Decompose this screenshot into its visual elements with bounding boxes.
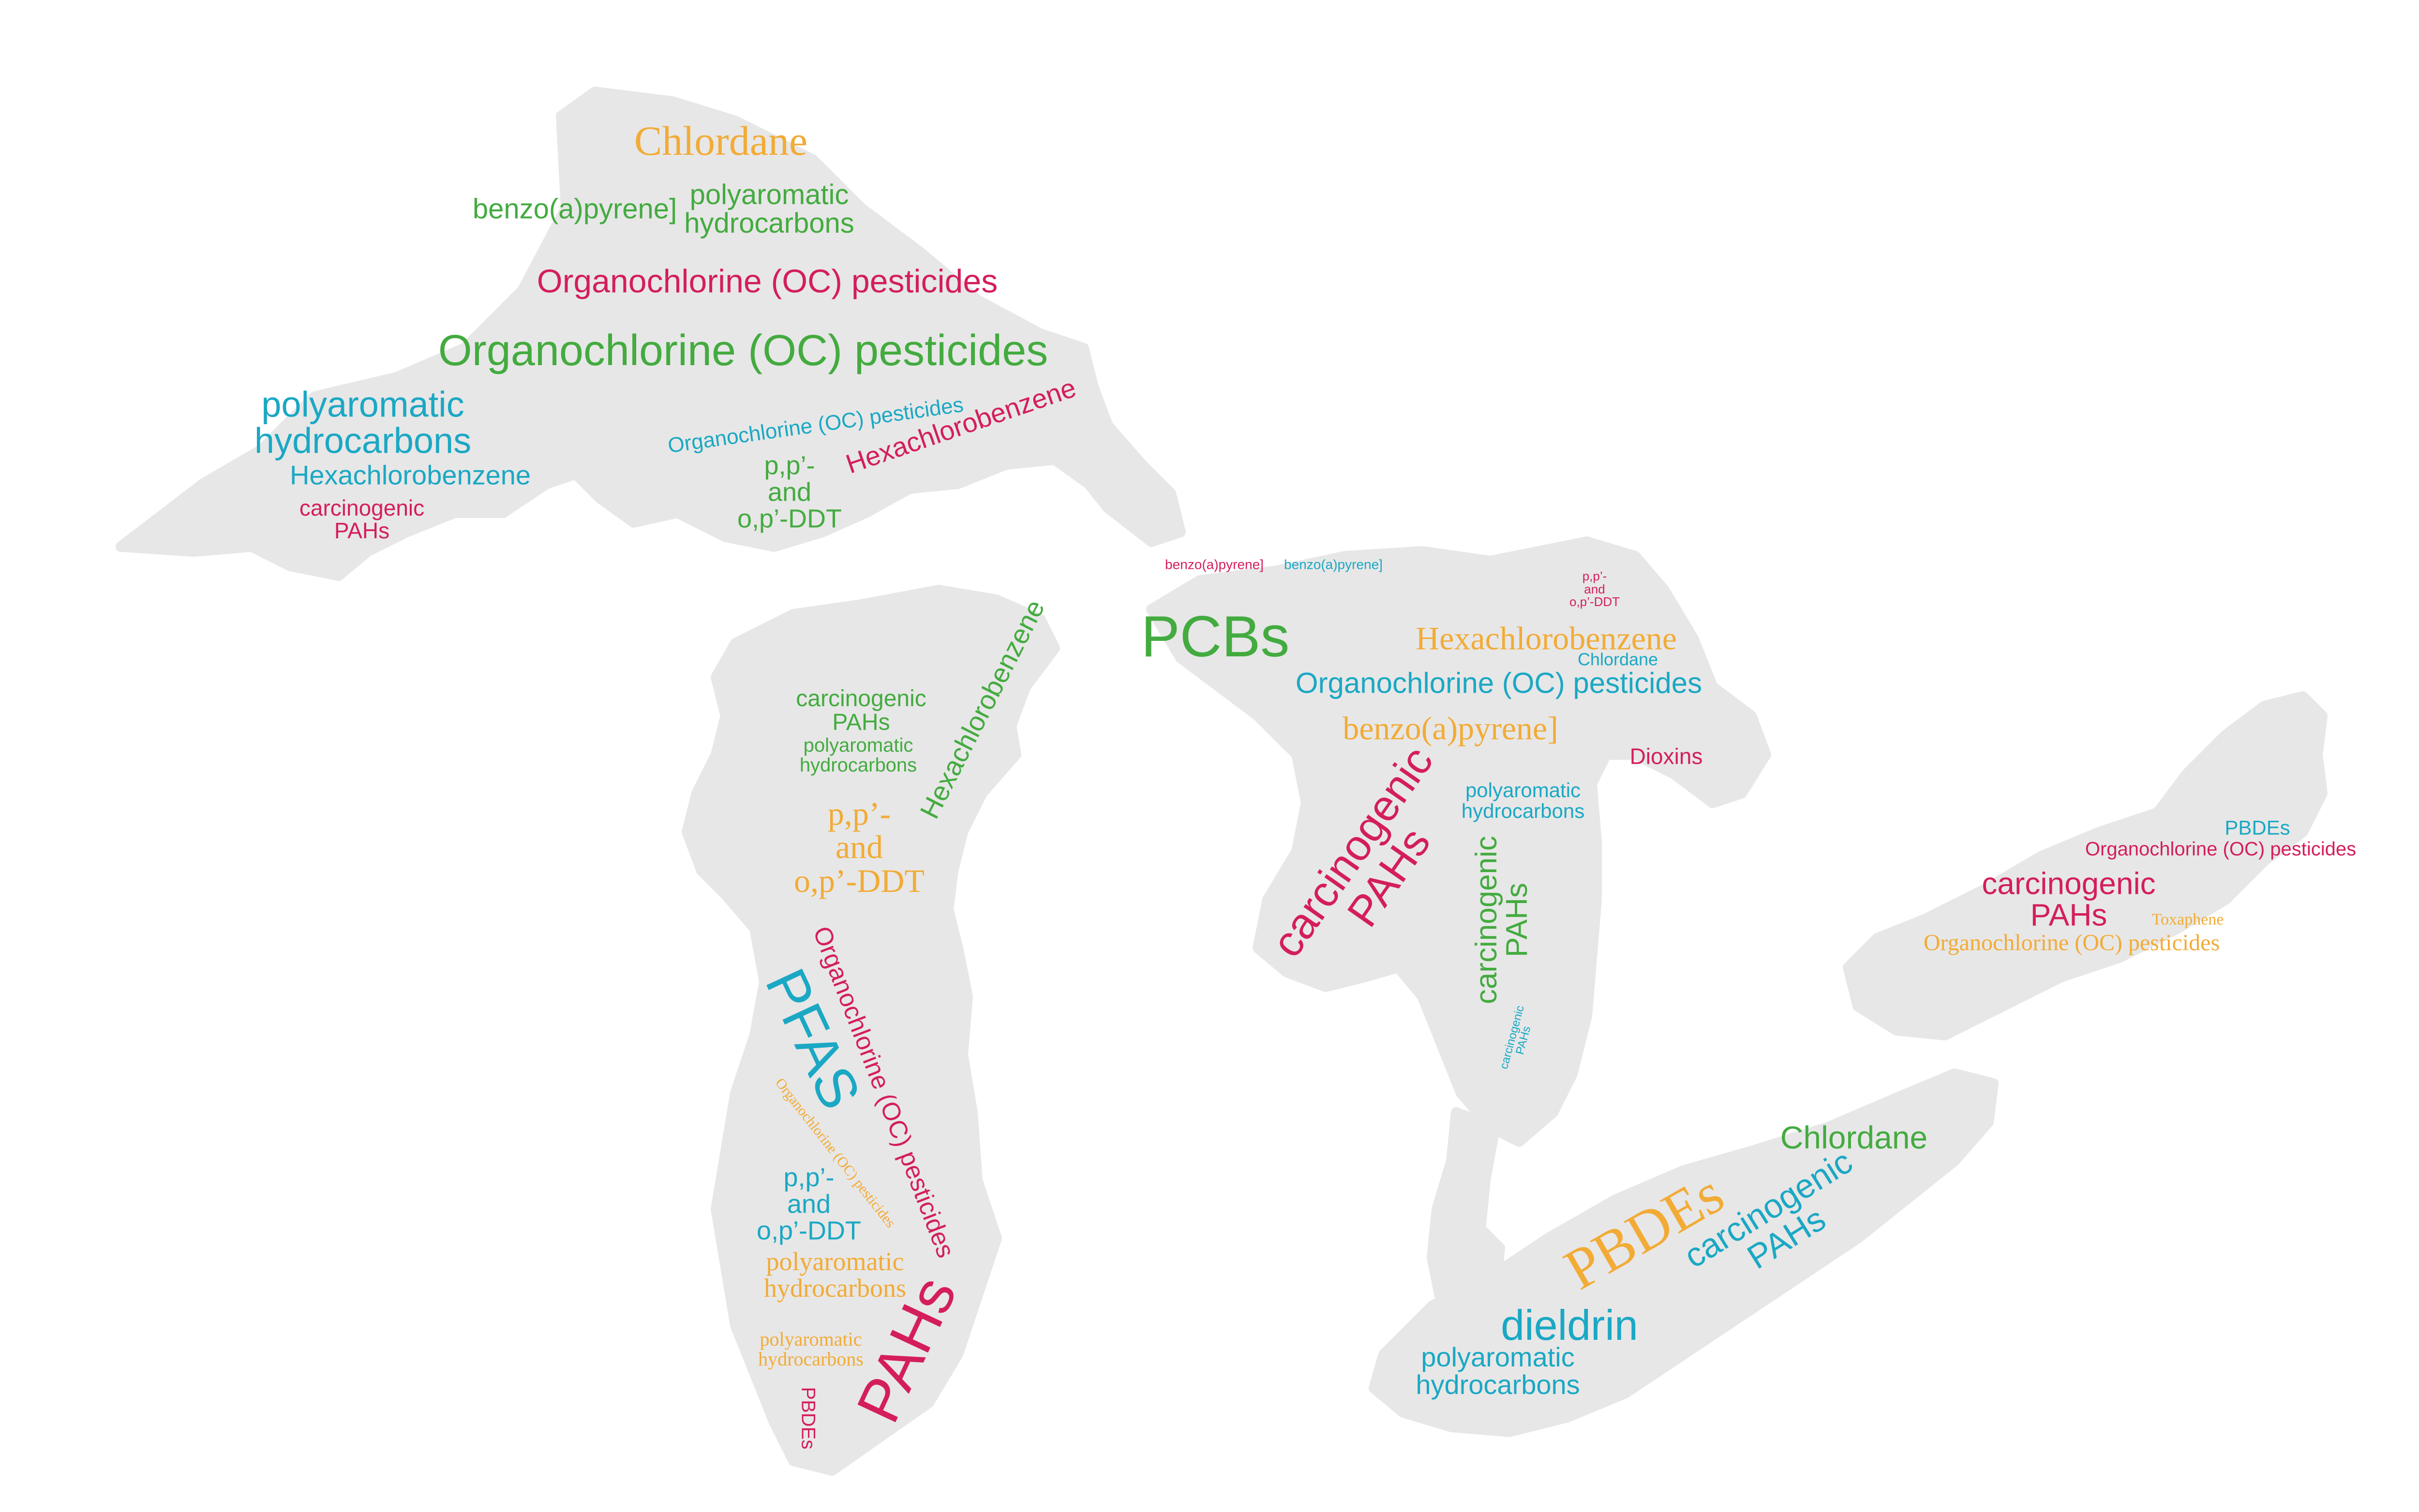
michigan-word-4: p,p’- and o,p’-DDT [793, 795, 925, 899]
lake-ontario-shape [1843, 691, 2328, 1040]
lake-superior-shape [116, 87, 1186, 581]
ontario-word-4: Toxaphene [2151, 910, 2224, 929]
superior-word-11: carcinogenic PAHs [299, 495, 425, 543]
lake-huron-shape [1146, 536, 1771, 1147]
huron-word-3: PCBs [1141, 604, 1290, 669]
superior-word-2: benzo(a)pyrene] [472, 193, 677, 225]
superior-word-10: p,p’- and o,p’-DDT [737, 451, 842, 534]
ontario-word-2: Organochlorine (OC) pesticides [2085, 838, 2357, 860]
huron-word-6: Chlordane [1577, 649, 1658, 669]
huron-word-1: benzo(a)pyrene] [1165, 557, 1264, 572]
lake-shapes [116, 87, 2328, 1476]
superior-word-1: Chlordane [634, 118, 808, 164]
huron-word-5: Hexachlorobenzene [1416, 620, 1677, 657]
huron-word-9: Dioxins [1629, 743, 1703, 769]
michigan-word-9: polyaromatic hydrocarbons [764, 1246, 906, 1303]
michigan-word-2: polyaromatic hydrocarbons [799, 735, 917, 776]
superior-word-4: Organochlorine (OC) pesticides [537, 263, 998, 300]
michigan-word-8: p,p’- and o,p’-DDT [756, 1163, 862, 1245]
huron-word-2: benzo(a)pyrene] [1284, 557, 1383, 572]
michigan-word-1: carcinogenic PAHs [796, 686, 926, 735]
superior-word-3: polyaromatic hydrocarbons [684, 178, 854, 239]
huron-word-12: carcinogenic PAHs [1469, 835, 1534, 1005]
lake-michigan-shape [682, 585, 1060, 1476]
huron-word-8: benzo(a)pyrene] [1343, 710, 1558, 747]
huron-word-4: p,p’- and o,p’-DDT [1569, 569, 1620, 609]
lake-erie-shape [1369, 1068, 1999, 1437]
erie-word-5: polyaromatic hydrocarbons [1416, 1341, 1580, 1400]
erie-word-1: Chlordane [1780, 1119, 1928, 1156]
michigan-word-10: polyaromatic hydrocarbons [758, 1328, 864, 1370]
superior-word-8: Hexachlorobenzene [289, 460, 531, 490]
huron-word-7: Organochlorine (OC) pesticides [1295, 667, 1702, 699]
ontario-word-1: PBDEs [2225, 816, 2290, 839]
huron-word-11: polyaromatic hydrocarbons [1461, 779, 1585, 822]
superior-word-5: Organochlorine (OC) pesticides [438, 326, 1048, 375]
ontario-word-5: Organochlorine (OC) pesticides [1923, 930, 2220, 956]
superior-word-6: polyaromatic hydrocarbons [254, 384, 472, 461]
ontario-word-3: carcinogenic PAHs [1982, 866, 2156, 933]
michigan-word-12: PBDEs [797, 1387, 819, 1450]
erie-word-4: dieldrin [1501, 1301, 1638, 1349]
